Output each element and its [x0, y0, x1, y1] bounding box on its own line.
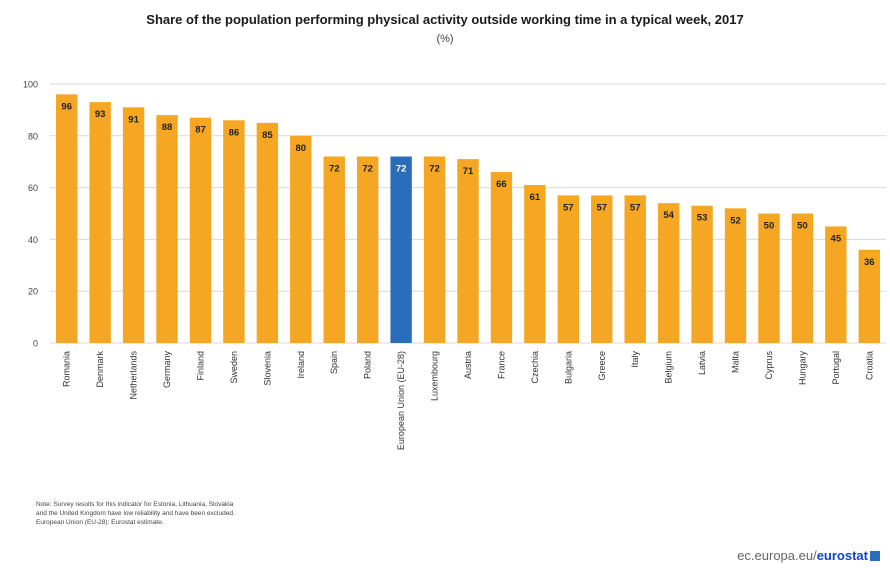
data-label: 45: [831, 233, 842, 244]
chart-subtitle: (%): [436, 33, 454, 45]
chart-title: Share of the population performing physi…: [146, 12, 744, 27]
data-label: 87: [195, 125, 206, 136]
bar: [156, 115, 178, 343]
data-label: 91: [128, 114, 139, 125]
eurostat-logo-icon: [870, 550, 880, 561]
category-label: Greece: [597, 351, 607, 381]
bar: [423, 156, 446, 343]
data-label: 88: [162, 122, 173, 133]
bar: [657, 203, 680, 343]
data-label: 80: [296, 143, 307, 154]
category-label: Spain: [329, 351, 339, 374]
bar: [825, 226, 847, 343]
bar: [724, 208, 747, 343]
data-label: 66: [496, 179, 507, 190]
category-label: Hungary: [797, 351, 807, 386]
category-label: Finland: [195, 351, 205, 381]
data-label: 85: [262, 130, 273, 141]
data-label: 61: [530, 192, 541, 203]
data-label: 50: [764, 221, 775, 232]
y-tick-label: 60: [28, 183, 38, 193]
category-label: Sweden: [229, 351, 239, 384]
category-label: Germany: [162, 351, 172, 389]
bar: [858, 249, 880, 343]
category-label: Czechia: [530, 351, 540, 384]
note-line: European Union (EU-28): Eurostat estimat…: [36, 519, 164, 526]
y-tick-label: 20: [28, 287, 38, 297]
bar: [223, 120, 245, 343]
footer-url: ec.europa.eu/: [737, 548, 817, 563]
category-label: Croatia: [864, 351, 874, 380]
bar: [323, 156, 345, 343]
bar: [256, 122, 279, 343]
category-label: Ireland: [296, 351, 306, 379]
data-label: 72: [362, 164, 373, 175]
y-tick-label: 100: [23, 80, 38, 90]
note-line: Note: Survey results for this indicator …: [36, 501, 234, 508]
data-label: 57: [563, 202, 574, 213]
y-tick-label: 0: [33, 339, 38, 349]
bar: [189, 117, 212, 343]
data-label: 86: [229, 127, 240, 138]
data-label: 50: [797, 221, 808, 232]
category-label: Netherlands: [129, 351, 139, 400]
category-label: Portugal: [831, 351, 841, 385]
bar-chart: 0 20 40 60 80 100 96 Romania 93 Denmark 91 Netherla…: [23, 80, 886, 450]
category-label: Romania: [62, 351, 72, 387]
y-tick-label: 80: [28, 131, 38, 141]
category-label: Italy: [630, 351, 640, 368]
category-label: Cyprus: [764, 351, 774, 380]
category-label: Latvia: [697, 351, 707, 375]
category-label: European Union (EU-28): [396, 351, 406, 450]
data-label: 57: [630, 202, 641, 213]
category-label: Malta: [731, 351, 741, 373]
data-label: 36: [864, 257, 875, 268]
bar: [691, 205, 713, 343]
data-label: 71: [463, 166, 474, 177]
data-label: 54: [663, 210, 674, 221]
category-label: France: [496, 351, 506, 379]
data-label: 57: [596, 202, 607, 213]
data-label: 72: [429, 164, 440, 175]
category-label: Luxembourg: [430, 351, 440, 401]
bar: [557, 195, 580, 343]
category-label: Bulgaria: [563, 351, 573, 384]
category-label: Poland: [363, 351, 373, 379]
bar: [56, 94, 78, 343]
bar: [524, 185, 546, 343]
bar: [390, 156, 412, 343]
category-label: Slovenia: [262, 351, 272, 386]
category-label: Austria: [463, 351, 473, 379]
bar: [457, 159, 479, 343]
data-label: 96: [61, 101, 72, 112]
bar: [791, 213, 814, 343]
bar: [122, 107, 145, 343]
bar: [290, 135, 312, 343]
bar: [591, 195, 613, 343]
bar: [758, 213, 780, 343]
data-label: 93: [95, 109, 106, 120]
bar: [89, 102, 111, 343]
bar: [490, 172, 513, 343]
data-label: 52: [730, 215, 741, 226]
category-label: Denmark: [95, 351, 105, 388]
data-label: 72: [396, 164, 407, 175]
data-label: 53: [697, 213, 708, 224]
footer-logo[interactable]: ec.europa.eu/ eurostat: [737, 548, 880, 563]
category-label: Belgium: [664, 351, 674, 384]
bar: [356, 156, 379, 343]
note-line: and the United Kingdom have low reliabil…: [36, 510, 235, 517]
y-tick-label: 40: [28, 235, 38, 245]
data-label: 72: [329, 164, 340, 175]
bar: [624, 195, 646, 343]
footer-brand: eurostat: [816, 548, 868, 563]
chart-note: Note: Survey results for this indicator …: [36, 500, 366, 527]
